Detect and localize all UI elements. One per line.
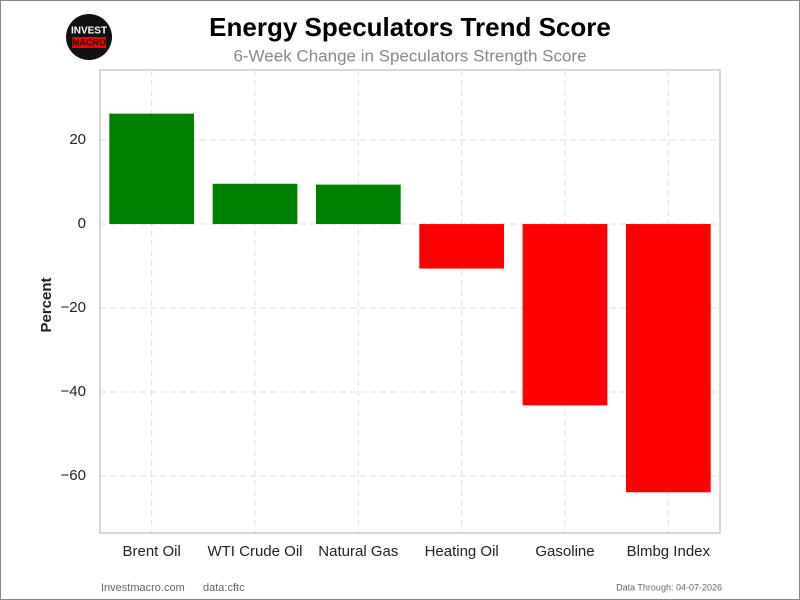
y-axis-label: Percent	[38, 277, 55, 332]
footer-date: Data Through: 04-07-2026	[616, 582, 722, 592]
y-tick-label: −20	[61, 299, 86, 316]
y-tick-label: −40	[61, 383, 86, 400]
x-tick-label: Blmbg Index	[627, 543, 711, 560]
bar	[109, 113, 195, 225]
logo-text: INVEST	[71, 26, 107, 37]
bar	[212, 183, 298, 225]
bar	[522, 224, 608, 406]
chart-subtitle: 6-Week Change in Speculators Strength Sc…	[233, 46, 586, 65]
bar	[315, 184, 401, 225]
logo: INVEST MACRO	[66, 14, 112, 60]
footer-source: data:cftc	[203, 582, 245, 594]
x-tick-label: WTI Crude Oil	[207, 543, 302, 560]
y-tick-label: 0	[78, 215, 86, 232]
x-tick-label: Natural Gas	[318, 543, 398, 560]
logo-text: MACRO	[72, 37, 106, 47]
logo-band	[72, 37, 106, 48]
chart-title: Energy Speculators Trend Score	[209, 12, 611, 42]
bar	[419, 224, 505, 269]
plot-border	[99, 69, 721, 534]
bar	[625, 224, 711, 493]
y-tick-label: −60	[61, 467, 86, 484]
footer-site: Investmacro.com	[101, 582, 185, 594]
x-tick-label: Heating Oil	[425, 543, 499, 560]
x-tick-label: Gasoline	[535, 543, 594, 560]
y-tick-label: 20	[69, 131, 86, 148]
x-tick-label: Brent Oil	[122, 543, 180, 560]
